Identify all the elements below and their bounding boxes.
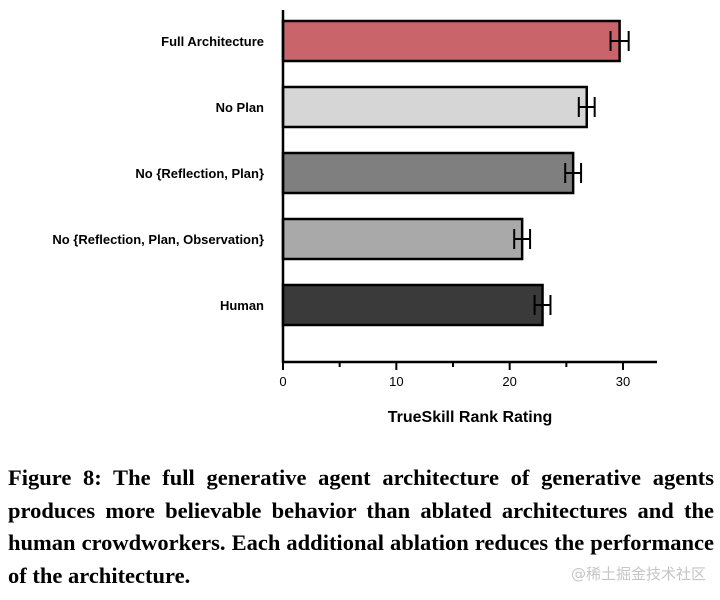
- axes-layer: [281, 10, 657, 364]
- error-bar-4: [533, 295, 552, 315]
- bar-1: [281, 85, 588, 129]
- figure-caption: Figure 8: The full generative agent arch…: [8, 465, 714, 588]
- category-label-1: No Plan: [216, 100, 264, 115]
- bar-0: [281, 19, 621, 63]
- bars-layer: [281, 19, 621, 327]
- category-labels-layer: Full Architecture No Plan No {Reflection, …: [52, 34, 264, 313]
- category-label-3: No {Reflection, Plan, Observation}: [52, 232, 264, 247]
- watermark: @稀土掘金技术社区: [570, 565, 706, 583]
- error-bar-0: [609, 31, 630, 51]
- bar-3: [281, 217, 524, 261]
- category-label-2: No {Reflection, Plan}: [135, 166, 264, 181]
- category-label-4: Human: [220, 298, 264, 313]
- bar-2: [281, 151, 575, 195]
- chart-svg: 0 10 20 30 Full Architecture No Plan No {Refl…: [52, 10, 657, 426]
- bar-chart: 0 10 20 30 Full Architecture No Plan No {Refl…: [52, 10, 657, 426]
- error-bar-1: [577, 97, 596, 117]
- x-tick-label-3: 30: [616, 374, 630, 389]
- x-axis-title: TrueSkill Rank Rating: [388, 409, 552, 426]
- category-label-0: Full Architecture: [161, 34, 264, 49]
- error-bars-layer: [513, 31, 630, 315]
- x-tick-label-1: 10: [389, 374, 403, 389]
- bar-4: [281, 283, 544, 327]
- x-tick-label-2: 20: [502, 374, 516, 389]
- x-ticks-layer: 0 10 20 30: [279, 362, 630, 389]
- error-bar-3: [513, 229, 532, 249]
- x-tick-label-0: 0: [279, 374, 286, 389]
- error-bar-2: [564, 163, 583, 183]
